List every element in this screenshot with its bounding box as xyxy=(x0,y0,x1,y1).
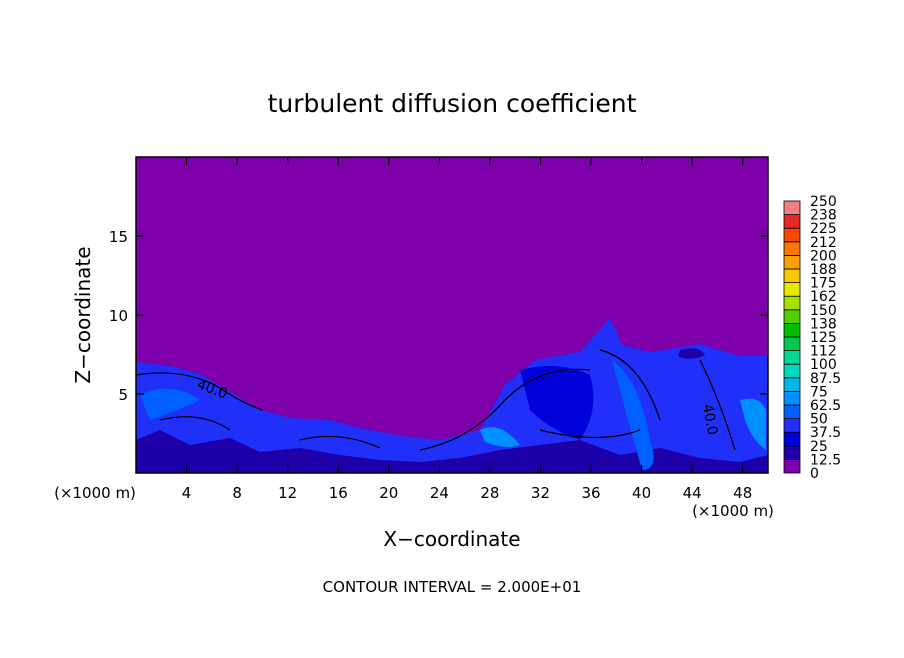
colorbar-box xyxy=(783,363,801,379)
contour-fill xyxy=(678,348,705,359)
y-axis-label: Z−coordinate xyxy=(71,246,95,383)
contour-fill xyxy=(136,318,768,473)
colorbar-box xyxy=(783,404,801,420)
contour-fill xyxy=(480,427,520,447)
y-tick-label: 5 xyxy=(118,386,128,404)
x-tick-label: 36 xyxy=(581,484,600,502)
colorbar-label: 12.5 xyxy=(810,452,841,468)
colorbar-label: 212 xyxy=(810,235,837,251)
colorbar-label: 112 xyxy=(810,344,837,360)
colorbar-box xyxy=(783,200,801,216)
colorbar-label: 75 xyxy=(810,384,828,400)
contour-field: 40.0 40.0 xyxy=(135,157,768,473)
contour-fill xyxy=(740,398,766,450)
colorbar-box xyxy=(783,322,801,338)
colorbar-box xyxy=(783,390,801,406)
colorbar-label: 0 xyxy=(810,466,819,482)
contour-fill xyxy=(140,388,200,420)
colorbar-label: 188 xyxy=(810,262,837,278)
colorbar-label: 150 xyxy=(810,303,837,319)
colorbar-label: 238 xyxy=(810,208,837,224)
colorbar-box xyxy=(783,431,801,447)
colorbar-box xyxy=(783,377,801,392)
colorbar-box xyxy=(783,309,801,324)
chart-title: turbulent diffusion coefficient xyxy=(268,89,637,118)
colorbar-box xyxy=(783,458,801,474)
colorbar-label: 225 xyxy=(810,221,837,237)
colorbar-box xyxy=(783,268,801,284)
colorbar-label: 200 xyxy=(810,248,837,264)
footer-note: CONTOUR INTERVAL = 2.000E+01 xyxy=(323,578,582,596)
x-axis-label: X−coordinate xyxy=(383,527,520,551)
x-tick-label: 32 xyxy=(531,484,550,502)
colorbar-label: 250 xyxy=(810,194,837,210)
contour-fill xyxy=(520,366,594,440)
contour-fill xyxy=(612,360,654,470)
y-tick-label: 15 xyxy=(109,228,128,246)
colorbar-box xyxy=(783,295,801,311)
x-tick-label: 48 xyxy=(733,484,752,502)
colorbar-box xyxy=(783,350,801,365)
colorbar-label: 162 xyxy=(810,289,837,305)
colorbar-label: 138 xyxy=(810,316,837,332)
contour-line xyxy=(135,349,736,451)
x-unit-label: (×1000 m) xyxy=(54,484,136,502)
colorbar-box xyxy=(783,214,801,229)
contour-label: 40.0 xyxy=(699,403,720,436)
x-tick-label: 44 xyxy=(683,484,702,502)
colorbar-box xyxy=(783,241,801,256)
colorbar-label: 37.5 xyxy=(810,425,841,441)
colorbar-label: 62.5 xyxy=(810,398,841,414)
colorbar-label: 50 xyxy=(810,412,828,428)
colorbar-label: 100 xyxy=(810,357,837,373)
colorbar-box xyxy=(783,227,801,243)
x-tick-label: 28 xyxy=(480,484,499,502)
colorbar-label: 175 xyxy=(810,276,837,292)
x-unit-label: (×1000 m) xyxy=(692,502,774,520)
x-tick-label: 12 xyxy=(278,484,297,502)
x-tick-label: 20 xyxy=(379,484,398,502)
x-tick-label: 8 xyxy=(232,484,242,502)
colorbar-box xyxy=(783,445,801,460)
colorbar-label: 25 xyxy=(810,439,828,455)
colorbar-label: 125 xyxy=(810,330,837,346)
colorbar-box xyxy=(783,418,801,433)
colorbar-label: 87.5 xyxy=(810,371,841,387)
colorbar-box xyxy=(783,254,801,270)
contour-fill xyxy=(136,430,768,473)
x-tick-label: 24 xyxy=(430,484,449,502)
y-tick-label: 10 xyxy=(109,307,128,325)
x-tick-label: 40 xyxy=(632,484,651,502)
x-tick-label: 16 xyxy=(329,484,348,502)
x-tick-label: 4 xyxy=(182,484,192,502)
colorbar-box xyxy=(783,282,801,297)
colorbar-box xyxy=(783,336,801,352)
